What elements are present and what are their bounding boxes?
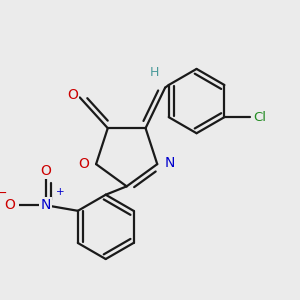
Text: +: + xyxy=(56,187,65,196)
Text: −: − xyxy=(0,187,7,200)
Text: O: O xyxy=(78,157,89,171)
Text: O: O xyxy=(68,88,78,102)
Text: Cl: Cl xyxy=(253,111,266,124)
Text: N: N xyxy=(40,198,51,212)
Text: O: O xyxy=(4,198,15,212)
Text: H: H xyxy=(149,66,159,79)
Text: O: O xyxy=(40,164,51,178)
Text: N: N xyxy=(165,156,175,170)
